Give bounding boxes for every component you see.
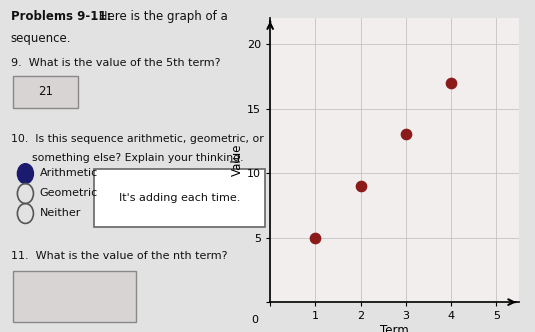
Text: 9.  What is the value of the 5th term?: 9. What is the value of the 5th term? bbox=[11, 58, 220, 68]
FancyBboxPatch shape bbox=[13, 271, 136, 322]
Text: It's adding each time.: It's adding each time. bbox=[119, 193, 240, 203]
Point bbox=[447, 80, 455, 85]
Point bbox=[356, 183, 365, 189]
Y-axis label: Value: Value bbox=[231, 144, 244, 176]
Text: Neither: Neither bbox=[40, 208, 81, 218]
Text: 10.  Is this sequence arithmetic, geometric, or: 10. Is this sequence arithmetic, geometr… bbox=[11, 134, 263, 144]
Circle shape bbox=[18, 164, 33, 184]
Text: Here is the graph of a: Here is the graph of a bbox=[95, 10, 228, 23]
Text: Problems 9-11:: Problems 9-11: bbox=[11, 10, 111, 23]
Text: Arithmetic: Arithmetic bbox=[40, 168, 98, 178]
Text: Geometric: Geometric bbox=[40, 188, 98, 198]
Point bbox=[311, 235, 320, 240]
Text: 21: 21 bbox=[38, 85, 53, 99]
FancyBboxPatch shape bbox=[94, 169, 265, 227]
Text: 0: 0 bbox=[251, 315, 258, 325]
X-axis label: Term: Term bbox=[380, 324, 409, 332]
FancyBboxPatch shape bbox=[13, 76, 78, 108]
Text: something else? Explain your thinking.: something else? Explain your thinking. bbox=[11, 153, 243, 163]
Point bbox=[402, 132, 410, 137]
Text: 11.  What is the value of the nth term?: 11. What is the value of the nth term? bbox=[11, 251, 227, 261]
Text: sequence.: sequence. bbox=[11, 32, 71, 44]
